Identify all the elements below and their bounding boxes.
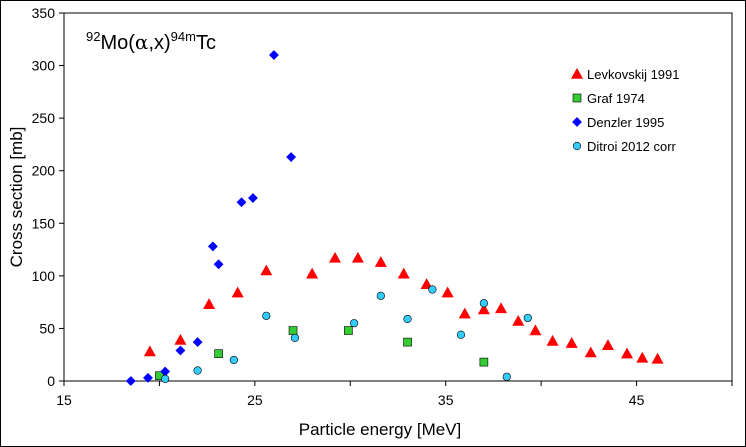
x-tick-label: 25 (247, 392, 263, 408)
square-point (214, 349, 223, 358)
triangle-point (306, 267, 319, 279)
circle-point (290, 333, 300, 342)
title-target: Mo( (100, 32, 135, 54)
legend-marker-diamond (572, 117, 582, 127)
y-axis-title: Cross section [mb] (7, 127, 26, 268)
axis-ticks: 0 50 100 150 200 250 300 350 15 25 35 45 (32, 5, 733, 408)
triangle-point (351, 251, 364, 263)
y-tick-label: 0 (47, 373, 55, 389)
x-tick-label: 35 (438, 392, 454, 408)
y-tick-label: 350 (32, 5, 56, 21)
triangle-point (495, 302, 508, 314)
triangle-point (584, 346, 597, 358)
diamond-point (143, 372, 153, 383)
diamond-point (269, 50, 279, 60)
triangle-point (231, 286, 244, 298)
legend-label: Denzler 1995 (587, 115, 664, 130)
title-channel: ,x) (148, 32, 170, 54)
triangle-point (458, 307, 471, 319)
triangle-point (477, 303, 490, 315)
plot-area (63, 12, 733, 382)
legend-label: Levkovskij 1991 (587, 67, 680, 82)
diamond-point (175, 345, 186, 356)
triangle-point (546, 334, 559, 346)
diamond-point (207, 241, 218, 252)
series-circle (161, 285, 532, 383)
circle-point (403, 314, 412, 324)
circle-point (502, 372, 511, 381)
legend-marker-square (572, 93, 582, 103)
x-axis-title: Particle energy [MeV] (299, 420, 462, 439)
triangle-point (621, 347, 634, 359)
diamond-point (192, 337, 203, 348)
data-points (125, 50, 664, 386)
square-point (344, 326, 353, 335)
series-triangle (143, 251, 664, 364)
triangle-point (565, 337, 578, 348)
square-point (403, 337, 412, 347)
diamond-point (125, 376, 136, 386)
triangle-point (441, 286, 454, 298)
diamond-point (248, 193, 258, 203)
y-tick-label: 100 (32, 268, 56, 284)
circle-point (350, 319, 359, 328)
legend-label: Graf 1974 (587, 91, 645, 106)
diamond-point (213, 259, 224, 270)
triangle-point (203, 298, 216, 309)
triangle-point (397, 267, 410, 279)
title-product: Tc (196, 32, 216, 54)
triangle-point (174, 333, 187, 345)
legend: Levkovskij 1991 Graf 1974 Denzler 1995 Ditr… (570, 67, 680, 154)
x-tick-label: 45 (629, 392, 645, 408)
triangle-point (651, 352, 664, 364)
diamond-point (286, 152, 297, 162)
x-tick-label: 15 (56, 392, 72, 408)
triangle-point (374, 256, 387, 267)
y-tick-label: 200 (32, 163, 56, 179)
legend-label: Ditroi 2012 corr (587, 139, 677, 154)
series-diamond (125, 50, 297, 386)
chart-title: 92Mo(α,x)94mTc (86, 29, 216, 54)
title-alpha: α (135, 30, 149, 54)
triangle-point (529, 324, 542, 336)
circle-point (376, 291, 385, 300)
y-tick-label: 50 (39, 320, 55, 336)
legend-marker-circle (572, 141, 582, 151)
series-square (155, 326, 489, 381)
circle-point (193, 366, 202, 375)
triangle-point (143, 345, 156, 357)
triangle-point (420, 278, 433, 289)
circle-point (229, 355, 238, 365)
circle-point (428, 285, 437, 294)
circle-point (456, 330, 466, 339)
title-product-mass: 94m (171, 29, 196, 44)
legend-marker-triangle (570, 67, 584, 79)
circle-point (262, 311, 271, 320)
y-tick-label: 250 (32, 110, 56, 126)
circle-point (479, 299, 488, 308)
triangle-point (601, 339, 614, 350)
y-tick-label: 300 (32, 58, 56, 74)
triangle-point (512, 314, 525, 326)
circle-point (523, 313, 532, 323)
triangle-point (329, 251, 342, 263)
square-point (479, 357, 489, 367)
diamond-point (236, 197, 247, 208)
triangle-point (260, 264, 273, 276)
square-point (288, 326, 298, 335)
circle-point (161, 374, 170, 383)
title-mass-number: 92 (86, 29, 100, 44)
triangle-point (636, 351, 649, 363)
y-tick-label: 150 (32, 215, 56, 231)
